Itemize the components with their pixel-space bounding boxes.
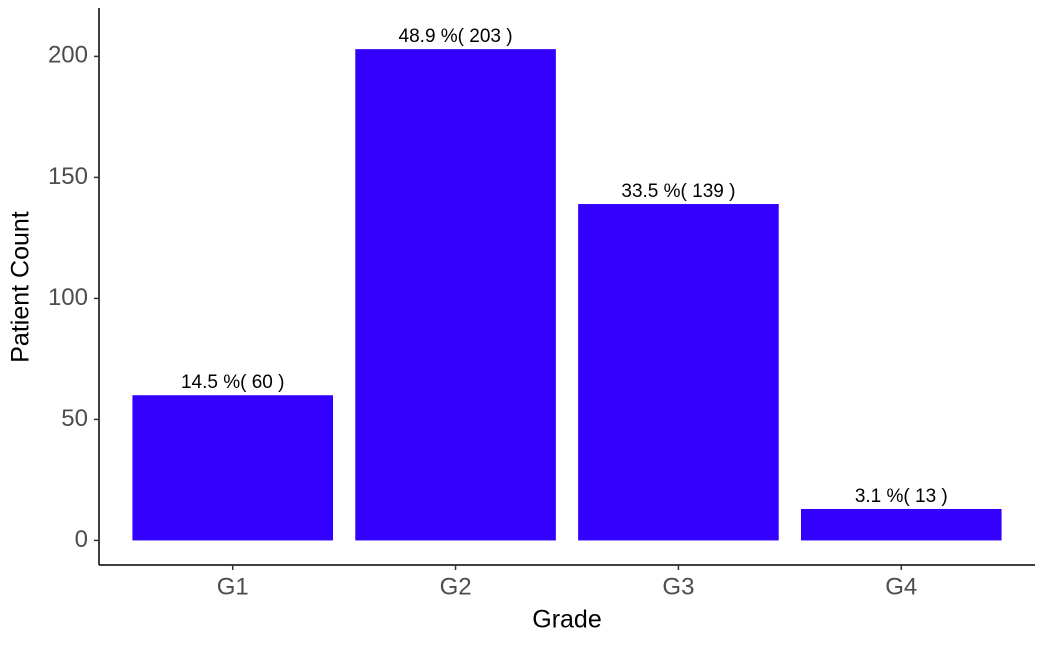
value-label: 48.9 %( 203 ) xyxy=(399,26,513,47)
x-axis-title: Grade xyxy=(532,606,601,634)
bar xyxy=(132,395,333,541)
y-tick-label: 200 xyxy=(48,42,88,69)
value-label: 14.5 %( 60 ) xyxy=(181,372,285,393)
y-tick-label: 100 xyxy=(48,284,88,311)
x-tick-label: G1 xyxy=(217,573,249,600)
y-tick-label: 50 xyxy=(61,405,88,432)
value-label: 3.1 %( 13 ) xyxy=(855,486,948,507)
y-axis-title: Patient Count xyxy=(7,211,35,363)
y-tick-label: 0 xyxy=(75,526,88,553)
x-tick-label: G3 xyxy=(662,573,694,600)
value-label: 33.5 %( 139 ) xyxy=(621,181,735,202)
bar xyxy=(355,49,556,541)
bar xyxy=(578,204,779,541)
x-tick-label: G4 xyxy=(885,573,917,600)
y-tick-label: 150 xyxy=(48,163,88,190)
x-tick-label: G2 xyxy=(440,573,472,600)
bar xyxy=(801,508,1002,541)
